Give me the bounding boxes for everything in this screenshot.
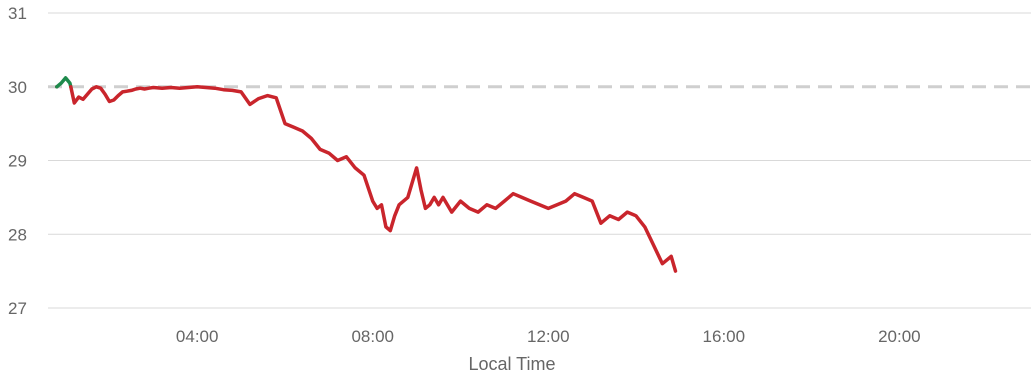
y-tick-label: 29: [8, 152, 27, 171]
y-tick-label: 30: [8, 78, 27, 97]
x-tick-label: 12:00: [527, 327, 570, 346]
y-tick-label: 28: [8, 225, 27, 244]
x-tick-label: 04:00: [176, 327, 219, 346]
y-axis-ticks: 27 28 29 30 31: [8, 4, 27, 318]
series-lines: [55, 76, 678, 273]
gridlines: [48, 12, 1031, 309]
x-tick-label: 20:00: [878, 327, 921, 346]
x-tick-label: 16:00: [703, 327, 746, 346]
x-tick-label: 08:00: [351, 327, 394, 346]
series-line-above-baseline: [55, 76, 73, 89]
x-axis-title: Local Time: [468, 354, 555, 374]
series-line-below-baseline: [69, 85, 678, 273]
y-tick-label: 31: [8, 4, 27, 23]
x-axis-ticks: 04:00 08:00 12:00 16:00 20:00: [176, 327, 921, 346]
y-tick-label: 27: [8, 299, 27, 318]
